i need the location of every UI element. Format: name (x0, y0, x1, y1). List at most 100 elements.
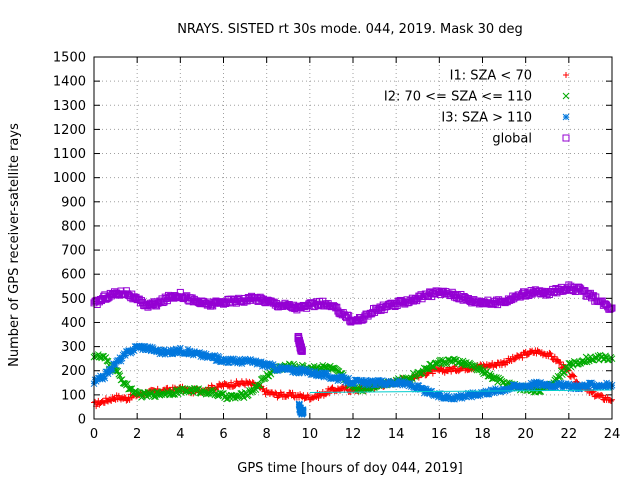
data-point (451, 395, 458, 403)
data-point (357, 387, 364, 394)
x-tick-label: 12 (345, 427, 362, 442)
data-point (473, 390, 481, 397)
data-point (480, 370, 487, 378)
series-2 (90, 342, 616, 403)
data-point (213, 357, 221, 364)
data-point (225, 382, 232, 389)
data-point (360, 378, 368, 385)
x-tick-label: 0 (90, 427, 98, 442)
data-point (256, 381, 264, 389)
data-point (269, 361, 277, 368)
data-point (605, 383, 613, 391)
data-point (486, 370, 494, 378)
series-layer (90, 281, 616, 418)
data-point (425, 387, 432, 394)
y-tick-label: 800 (61, 219, 86, 234)
y-tick-label: 400 (61, 316, 86, 331)
data-point (557, 358, 564, 365)
data-point (166, 349, 173, 356)
data-point (524, 351, 531, 358)
data-point (247, 389, 254, 396)
data-point (117, 357, 125, 365)
data-point (197, 353, 205, 360)
data-point (375, 377, 383, 384)
data-point (107, 397, 114, 404)
data-point (542, 382, 550, 390)
data-point (102, 395, 109, 402)
y-tick-label: 1300 (53, 99, 86, 114)
data-point (570, 372, 577, 379)
data-point (258, 363, 266, 370)
data-point (528, 383, 536, 391)
data-point (443, 391, 451, 399)
data-point (143, 345, 151, 353)
data-point (571, 373, 578, 380)
data-point (588, 356, 595, 364)
data-point (105, 365, 113, 373)
data-point (594, 384, 602, 391)
data-point (455, 392, 463, 400)
data-point (145, 346, 153, 354)
data-point (361, 381, 369, 389)
data-point (606, 305, 614, 313)
data-point (323, 370, 331, 378)
x-tick-label: 6 (219, 427, 227, 442)
data-point (183, 349, 191, 357)
axis-ticks: 0100200300400500600700800900100011001200… (53, 51, 620, 443)
data-point (372, 381, 380, 389)
x-tick-label: 2 (133, 427, 141, 442)
data-point (315, 372, 322, 380)
data-point (604, 381, 612, 389)
data-point (264, 363, 272, 371)
data-point (599, 392, 606, 399)
data-point (561, 382, 568, 390)
data-point (500, 385, 508, 393)
data-point (121, 394, 128, 401)
data-point (174, 349, 182, 357)
data-point (100, 352, 108, 360)
data-point (211, 351, 219, 359)
data-point (437, 390, 444, 398)
data-point (424, 389, 431, 397)
data-point (130, 347, 138, 354)
data-point (553, 356, 560, 363)
data-point (263, 360, 271, 368)
x-tick-label: 10 (302, 427, 319, 442)
data-point (116, 372, 124, 380)
data-point (606, 380, 614, 388)
data-point (376, 381, 384, 389)
y-tick-label: 1500 (53, 51, 86, 66)
data-point (229, 355, 237, 363)
data-point (466, 390, 473, 398)
y-tick-label: 100 (61, 388, 86, 403)
data-point (289, 389, 296, 396)
x-axis-label: GPS time [hours of doy 044, 2019] (237, 461, 462, 476)
data-point (108, 365, 116, 373)
data-point (236, 355, 244, 363)
data-point (233, 357, 240, 365)
chart-title: NRAYS. SISTED rt 30s mode. 044, 2019. Ma… (177, 22, 523, 37)
data-point (519, 354, 526, 361)
data-point (296, 401, 303, 409)
data-point (556, 360, 563, 367)
y-tick-label: 0 (78, 413, 86, 428)
data-point (228, 379, 235, 386)
legend: I1: SZA < 70 I2: 70 <= SZA <= 110 I3: SZA … (384, 69, 570, 147)
data-point (100, 372, 108, 380)
data-point (191, 348, 198, 355)
data-point (358, 376, 365, 384)
data-point (513, 381, 521, 389)
legend-marker (562, 113, 570, 121)
x-tick-label: 16 (431, 427, 448, 442)
legend-marker (563, 72, 569, 78)
y-tick-label: 1000 (53, 171, 86, 186)
data-point (462, 393, 470, 400)
y-tick-label: 200 (61, 364, 86, 379)
series-4 (90, 281, 616, 326)
legend-marker (562, 134, 570, 142)
data-point (126, 347, 133, 355)
data-point (434, 393, 442, 401)
data-point (423, 385, 430, 393)
series-5 (294, 332, 306, 355)
y-tick-label: 900 (61, 195, 86, 210)
